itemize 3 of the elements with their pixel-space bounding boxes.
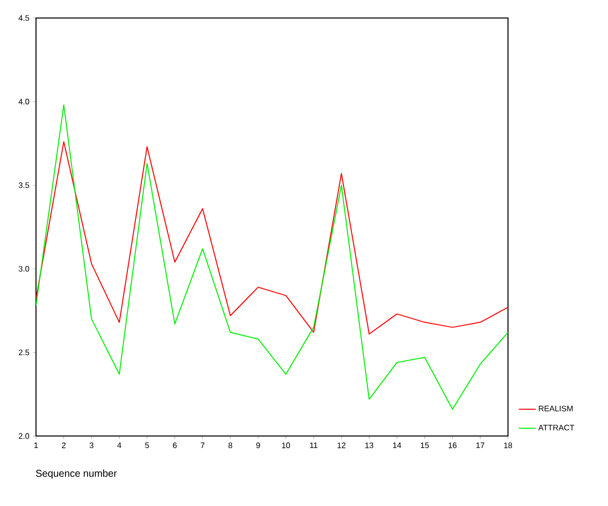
line-series	[36, 104, 508, 410]
line-series	[36, 141, 508, 335]
x-axis-title: Sequence number	[36, 470, 117, 479]
